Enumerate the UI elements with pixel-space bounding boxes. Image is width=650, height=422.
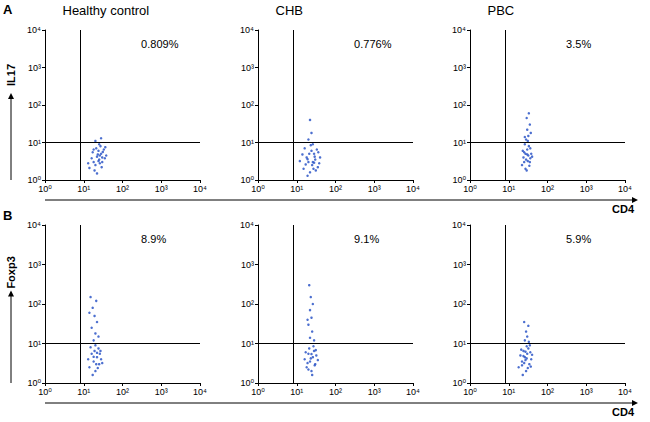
svg-text:10⁴: 10⁴ [452, 25, 466, 35]
svg-text:10⁴: 10⁴ [240, 220, 254, 230]
svg-text:10³: 10³ [368, 387, 381, 397]
svg-text:10³: 10³ [368, 184, 381, 194]
svg-text:10¹: 10¹ [453, 339, 466, 349]
svg-text:10¹: 10¹ [290, 184, 303, 194]
svg-text:CD4: CD4 [612, 406, 635, 418]
svg-text:10³: 10³ [453, 63, 466, 73]
svg-text:8.9%: 8.9% [141, 233, 166, 245]
svg-text:10⁴: 10⁴ [618, 184, 632, 194]
svg-text:10²: 10² [541, 387, 554, 397]
svg-text:10¹: 10¹ [28, 339, 41, 349]
svg-text:10⁰: 10⁰ [27, 378, 41, 388]
svg-text:IL17: IL17 [5, 64, 17, 86]
svg-text:0.809%: 0.809% [141, 38, 179, 50]
svg-text:0.776%: 0.776% [354, 38, 392, 50]
svg-text:10⁰: 10⁰ [463, 387, 477, 397]
svg-text:PBC: PBC [488, 3, 515, 18]
svg-text:Healthy control: Healthy control [63, 3, 150, 18]
svg-text:10⁰: 10⁰ [452, 378, 466, 388]
svg-text:10²: 10² [28, 100, 41, 110]
svg-text:10⁰: 10⁰ [27, 175, 41, 185]
svg-text:10⁴: 10⁴ [406, 387, 420, 397]
svg-text:10²: 10² [329, 387, 342, 397]
svg-text:5.9%: 5.9% [566, 233, 591, 245]
svg-text:10⁴: 10⁴ [193, 184, 207, 194]
svg-text:10⁰: 10⁰ [251, 387, 265, 397]
svg-text:10⁴: 10⁴ [618, 387, 632, 397]
svg-text:10⁴: 10⁴ [27, 220, 41, 230]
svg-text:10³: 10³ [28, 260, 41, 270]
svg-text:10¹: 10¹ [453, 138, 466, 148]
svg-text:10³: 10³ [28, 63, 41, 73]
svg-text:10⁰: 10⁰ [463, 184, 477, 194]
svg-text:10¹: 10¹ [502, 184, 515, 194]
svg-text:10²: 10² [329, 184, 342, 194]
svg-text:10⁰: 10⁰ [452, 175, 466, 185]
svg-text:B: B [3, 208, 12, 223]
svg-text:10²: 10² [116, 387, 129, 397]
svg-text:10³: 10³ [241, 260, 254, 270]
svg-text:10⁴: 10⁴ [240, 25, 254, 35]
svg-text:10⁰: 10⁰ [38, 387, 52, 397]
svg-text:10²: 10² [241, 100, 254, 110]
svg-text:10²: 10² [453, 100, 466, 110]
svg-text:10⁰: 10⁰ [38, 184, 52, 194]
svg-text:10²: 10² [116, 184, 129, 194]
svg-text:10¹: 10¹ [502, 387, 515, 397]
svg-text:10¹: 10¹ [241, 339, 254, 349]
svg-text:10⁴: 10⁴ [193, 387, 207, 397]
svg-text:10²: 10² [28, 299, 41, 309]
svg-text:CHB: CHB [276, 3, 303, 18]
svg-text:10⁰: 10⁰ [240, 175, 254, 185]
svg-text:A: A [3, 2, 13, 17]
svg-text:3.5%: 3.5% [566, 38, 591, 50]
svg-text:10²: 10² [541, 184, 554, 194]
svg-text:10³: 10³ [241, 63, 254, 73]
svg-text:10¹: 10¹ [77, 387, 90, 397]
svg-text:10⁴: 10⁴ [452, 220, 466, 230]
svg-text:10²: 10² [453, 299, 466, 309]
svg-text:CD4: CD4 [612, 203, 635, 215]
svg-text:Foxp3: Foxp3 [5, 256, 17, 288]
svg-text:10⁴: 10⁴ [406, 184, 420, 194]
svg-text:10⁰: 10⁰ [251, 184, 265, 194]
svg-text:10¹: 10¹ [28, 138, 41, 148]
svg-text:10³: 10³ [453, 260, 466, 270]
svg-text:10³: 10³ [580, 387, 593, 397]
svg-text:10⁰: 10⁰ [240, 378, 254, 388]
svg-text:10³: 10³ [580, 184, 593, 194]
svg-text:10¹: 10¹ [77, 184, 90, 194]
svg-text:10³: 10³ [155, 387, 168, 397]
svg-text:9.1%: 9.1% [354, 233, 379, 245]
svg-text:10³: 10³ [155, 184, 168, 194]
svg-text:10²: 10² [241, 299, 254, 309]
svg-text:10⁴: 10⁴ [27, 25, 41, 35]
svg-text:10¹: 10¹ [290, 387, 303, 397]
svg-text:10¹: 10¹ [241, 138, 254, 148]
